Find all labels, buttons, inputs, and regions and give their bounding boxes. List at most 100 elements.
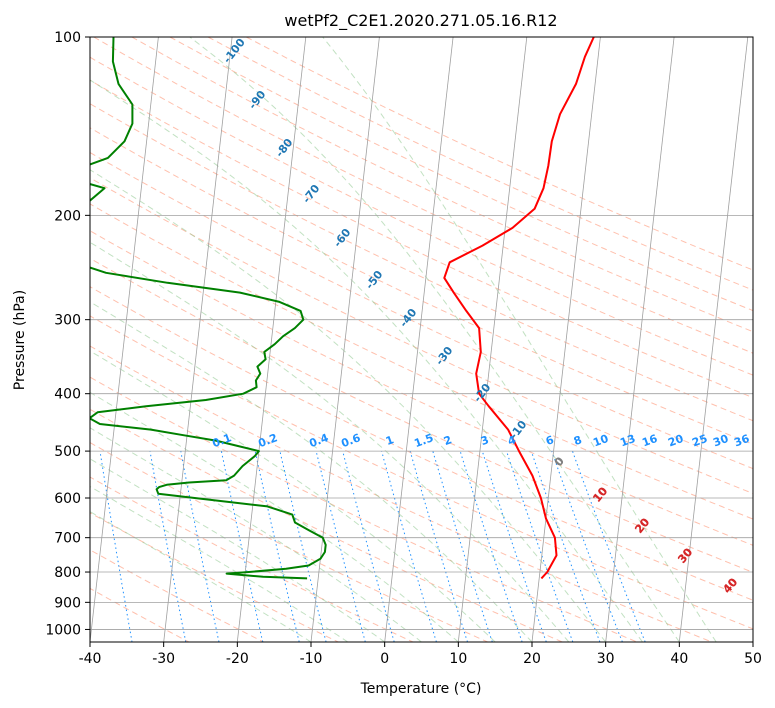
dry-adiabat xyxy=(90,376,638,642)
mixing-ratio-label: 0.1 xyxy=(210,431,233,450)
isotherm-line xyxy=(384,37,454,642)
mixing-ratio-line xyxy=(99,451,133,642)
moist-adiabat-label: 10 xyxy=(590,484,610,504)
mixing-ratio-line xyxy=(572,450,646,642)
mixing-ratio-label: 1 xyxy=(384,433,396,448)
mixing-ratio-label: 36 xyxy=(732,432,751,450)
mixing-ratio-label: 0.6 xyxy=(339,431,362,450)
x-tick-label: 0 xyxy=(380,651,389,667)
dry-adiabat xyxy=(90,151,753,470)
background-lines xyxy=(0,37,753,642)
mixing-ratio-line xyxy=(459,450,523,642)
isotherm-line xyxy=(678,37,749,642)
mixing-ratio-line xyxy=(342,450,395,642)
mixing-ratio-label: 25 xyxy=(690,432,709,449)
moist-adiabat xyxy=(90,241,570,642)
moist-adiabat xyxy=(90,79,643,642)
mixing-ratio-label: 2 xyxy=(442,433,454,448)
isotherm-line xyxy=(0,37,11,642)
profile-lines xyxy=(90,37,595,580)
dry-adiabat xyxy=(90,587,190,642)
dry-adiabat xyxy=(90,549,264,642)
moist-adiabat-label: 20 xyxy=(632,515,652,535)
mixing-ratio-label: 13 xyxy=(618,432,637,449)
isotherm-line xyxy=(531,37,601,642)
moist-adiabat xyxy=(90,391,459,642)
dry-adiabat xyxy=(90,286,753,601)
mixing-ratio-line xyxy=(432,450,493,642)
x-tick-label: 40 xyxy=(670,651,688,667)
mixing-ratio-label: 6 xyxy=(544,433,556,448)
mixing-ratio-label: 10 xyxy=(591,432,610,450)
moist-adiabat xyxy=(90,458,385,642)
dry-adiabat-label: 0 xyxy=(552,454,567,469)
x-tick-label: -30 xyxy=(152,651,175,667)
y-tick-label: 300 xyxy=(54,313,81,329)
mixing-ratio-label: 4 xyxy=(506,433,518,448)
moist-adiabat-label: 40 xyxy=(720,575,740,595)
dry-adiabat xyxy=(90,257,753,573)
moist-adiabat xyxy=(90,169,607,642)
isotherm-line xyxy=(236,37,307,642)
mixing-ratio-label: 3 xyxy=(479,433,491,448)
dewpoint-line xyxy=(90,37,327,580)
moist-adiabat xyxy=(90,511,312,642)
mixing-ratio-label: 1.5 xyxy=(412,431,435,450)
mixing-ratio-line xyxy=(530,450,601,642)
x-tick-label: -10 xyxy=(300,651,323,667)
mixing-ratio-label: 16 xyxy=(640,432,659,450)
dry-adiabat xyxy=(90,103,753,422)
mixing-ratio-line xyxy=(409,450,468,642)
plot-frame xyxy=(89,36,754,643)
isotherm-label: -100 xyxy=(221,36,248,66)
x-tick-label: 20 xyxy=(523,651,541,667)
isotherm-label: -60 xyxy=(331,226,354,250)
mixing-ratio-line xyxy=(180,451,220,642)
isotherm-label: -70 xyxy=(300,182,323,206)
dry-adiabat xyxy=(90,476,414,642)
isotherm-line xyxy=(605,37,675,642)
mixing-ratio-label: 8 xyxy=(572,433,584,448)
dry-adiabat xyxy=(90,203,753,520)
moist-adiabat xyxy=(90,427,422,642)
dry-adiabat xyxy=(93,37,753,354)
dry-adiabat xyxy=(90,127,753,445)
dry-adiabat xyxy=(90,315,753,630)
mixing-ratio-line xyxy=(315,450,366,642)
temperature-line xyxy=(443,37,595,580)
dry-adiabat xyxy=(90,177,753,495)
dry-adiabat xyxy=(90,56,753,376)
mixing-ratio-line xyxy=(481,450,547,642)
isotherm-label: -90 xyxy=(246,88,269,112)
mixing-ratio-line xyxy=(506,450,574,642)
y-tick-label: 600 xyxy=(54,491,81,507)
y-axis-title: Pressure (hPa) xyxy=(12,290,28,390)
isotherm-label: -50 xyxy=(363,268,386,292)
mixing-ratio-label: 20 xyxy=(666,432,685,450)
mixing-ratio-line xyxy=(551,450,623,642)
moist-adiabat xyxy=(322,37,717,642)
x-tick-label: -20 xyxy=(226,651,249,667)
y-tick-label: 700 xyxy=(54,531,81,547)
dry-adiabat xyxy=(90,230,753,546)
x-axis-title: Temperature (°C) xyxy=(360,681,482,697)
isotherm-label: -40 xyxy=(397,306,420,330)
dry-adiabat xyxy=(90,345,712,642)
y-tick-label: 100 xyxy=(54,30,81,46)
isotherm-line xyxy=(90,37,159,642)
axes: -40 -30 -20 -10 0 10 20 30 40 5010020030040050060… xyxy=(45,30,762,667)
mixing-ratio-line xyxy=(254,450,300,642)
mixing-ratio-label: 30 xyxy=(711,432,730,450)
dry-adiabat xyxy=(90,79,753,399)
isotherm-line xyxy=(752,638,753,642)
mixing-ratio-label: 0.2 xyxy=(256,431,279,450)
y-tick-label: 800 xyxy=(54,565,81,581)
x-tick-label: -40 xyxy=(79,651,102,667)
mixing-ratio-line xyxy=(149,451,187,642)
y-tick-label: 400 xyxy=(54,387,81,403)
x-tick-label: 30 xyxy=(597,651,615,667)
mixing-ratio-line xyxy=(381,450,437,642)
x-tick-label: 50 xyxy=(744,651,762,667)
isotherm-line xyxy=(163,37,233,642)
